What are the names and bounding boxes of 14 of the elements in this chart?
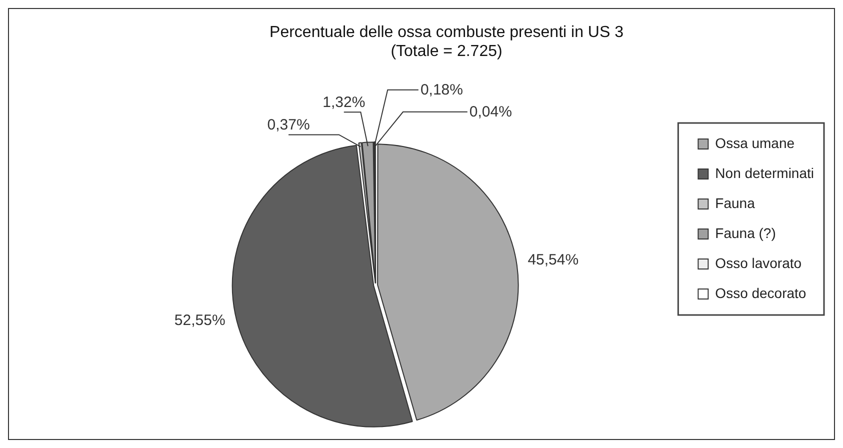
legend-label: Non determinati (715, 164, 814, 181)
data-label: 0,04% (469, 104, 512, 121)
data-label: 0,37% (267, 116, 310, 134)
legend-label: Osso lavorato (715, 254, 802, 271)
data-label: 0,18% (420, 82, 463, 99)
legend-label: Fauna (?) (715, 224, 776, 241)
data-label: 45,54% (528, 251, 579, 268)
legend-label: Ossa umane (715, 134, 795, 151)
chart-title: Percentuale delle ossa combuste presenti in US 3 (270, 24, 624, 42)
data-label: 52,55% (174, 312, 226, 329)
chart-subtitle: (Totale = 2.725) (390, 43, 502, 60)
legend-label: Osso decorato (715, 284, 806, 301)
data-label: 1,32% (322, 94, 366, 111)
legend-label: Fauna (715, 194, 756, 211)
